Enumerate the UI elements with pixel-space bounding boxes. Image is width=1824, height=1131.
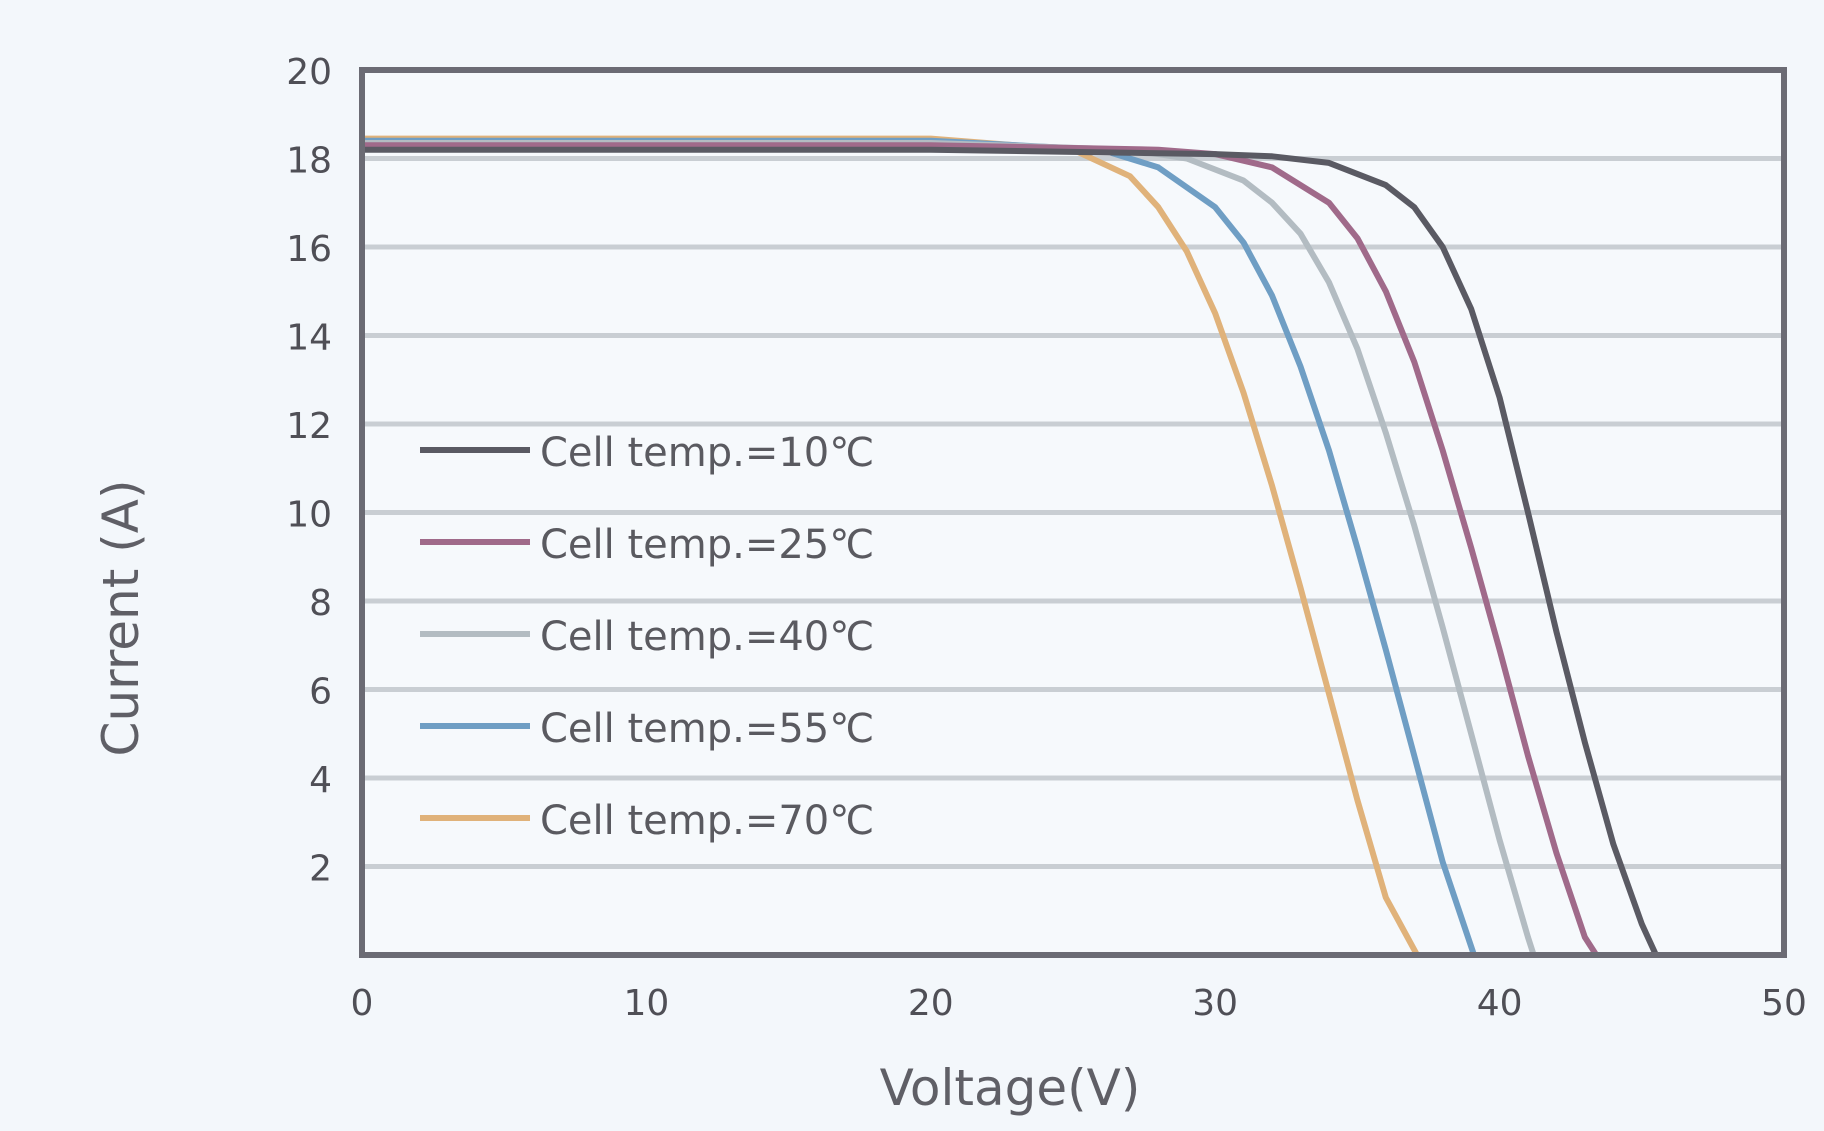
x-tick-label: 0 — [351, 983, 374, 1024]
y-tick-label: 12 — [286, 406, 332, 447]
x-tick-label: 30 — [1192, 983, 1238, 1024]
y-tick-label: 18 — [286, 141, 332, 182]
x-tick-label: 10 — [623, 983, 669, 1024]
y-tick-label: 2 — [309, 849, 332, 890]
x-tick-label: 50 — [1761, 983, 1807, 1024]
legend-label: Cell temp.=55℃ — [540, 706, 874, 752]
legend: Cell temp.=10℃ Cell temp.=25℃ Cell temp.=4… — [420, 430, 874, 844]
y-tick-labels: 2 4 6 8 10 12 14 16 18 20 — [286, 52, 332, 890]
y-tick-label: 16 — [286, 229, 332, 270]
series-lines — [359, 135, 1659, 958]
legend-label: Cell temp.=10℃ — [540, 430, 874, 476]
grid — [362, 156, 1784, 869]
x-tick-labels: 0 10 20 30 40 50 — [351, 983, 1807, 1024]
legend-label: Cell temp.=70℃ — [540, 798, 874, 844]
y-tick-label: 14 — [286, 318, 332, 359]
y-tick-label: 20 — [286, 52, 332, 93]
legend-label: Cell temp.=40℃ — [540, 614, 874, 660]
x-tick-label: 40 — [1477, 983, 1523, 1024]
plot-frame — [359, 67, 1787, 958]
y-tick-label: 8 — [309, 583, 332, 624]
x-tick-label: 20 — [908, 983, 954, 1024]
series-line — [359, 146, 1659, 958]
y-tick-label: 4 — [309, 760, 332, 801]
y-axis-label: Current (A) — [92, 480, 150, 757]
y-tick-label: 10 — [286, 495, 332, 536]
legend-label: Cell temp.=25℃ — [540, 522, 874, 568]
y-tick-label: 6 — [309, 672, 332, 713]
x-axis-label: Voltage(V) — [880, 1059, 1141, 1117]
